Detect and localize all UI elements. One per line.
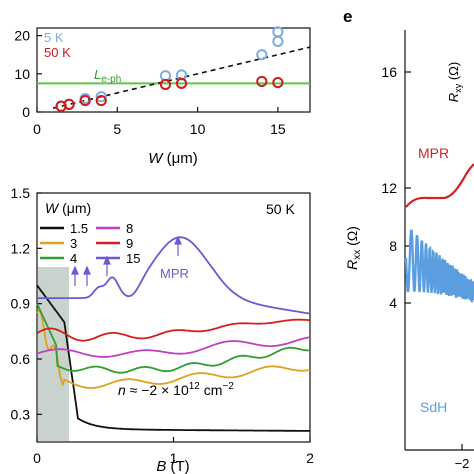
point-5k [256,49,268,61]
legend-50k: 50 K [44,45,71,60]
curve-w-1-5 [36,284,310,432]
curve-w-15 [37,236,311,315]
curves-shaded-region [38,267,69,441]
point-5k [272,35,284,47]
curves-x-label: B (T) [156,458,189,474]
density-annotation: n ≈ −2 × 1012 cm−2 [118,381,234,398]
sdh-curve [404,229,474,303]
panel-scatter: 0 10 20 0 5 10 15 5 K 50 K Le-ph W (μm) [14,26,311,167]
point-50k [175,77,188,89]
scatter-plot-frame [36,27,311,113]
curves-y-tick-label: 0.6 [11,351,31,367]
point-50k [159,78,172,91]
rxx-label: Rxx (Ω) [344,226,363,270]
scatter-y-tick-label: 10 [14,66,30,82]
curves-y-tick-label: 1.2 [11,240,31,256]
legend-label: 15 [126,251,140,266]
mpr-arrows [71,235,182,286]
panel-e-y-tick-label: 4 [389,295,397,311]
scatter-y-tick-label: 20 [14,28,30,44]
panel-label-e: e [343,7,352,26]
point-50k [256,75,268,88]
point-50k [63,98,75,110]
curves-x-tick-label: 0 [33,450,41,466]
panel-e-y-tick-label: 16 [381,64,397,80]
panel-e-x-tick-label: −2 [455,456,470,471]
point-5k [272,26,284,38]
point-50k [79,94,91,107]
mpr-curve [405,163,474,208]
mpr-label: MPR [160,266,189,281]
scatter-x-label: W (μm) [148,150,197,167]
panel-e: e 4 8 12 16 −2 Rxx (Ω) Rxy (Ω) MPR SdH [343,7,474,471]
point-50k [95,94,107,107]
panel-e-y-tick-label: 8 [389,238,397,254]
curve-w-9 [36,318,311,342]
scatter-y-tick-label: 0 [22,104,30,120]
scatter-x-tick-label: 0 [33,121,41,137]
legend-label: 1.5 [70,221,88,236]
rxy-label: Rxy (Ω) [446,62,463,102]
legend-title: W (μm) [45,200,91,216]
legend-label: 9 [126,236,133,251]
legend-label: 8 [126,221,133,236]
sdh-label: SdH [420,399,447,415]
fit-line [52,46,311,109]
leph-label: Le-ph [94,67,121,85]
temperature-label: 50 K [266,201,295,217]
mpr-right-label: MPR [418,145,449,161]
legend-label: 4 [70,251,77,266]
point-5k [95,91,107,103]
legend-label: 3 [70,236,77,251]
curve-w-8 [36,336,311,358]
curves-y-tick-label: 0.9 [11,296,31,312]
curves-x-tick-label: 1 [170,450,178,466]
legend-5k: 5 K [44,30,64,45]
point-50k [272,77,284,89]
scatter-x-tick-label: 10 [190,121,206,137]
curves-y-tick-label: 0.3 [11,406,31,422]
curve-w-3 [36,309,311,389]
scatter-x-tick-label: 15 [270,121,286,137]
curves-y-tick-label: 1.5 [11,185,31,201]
panel-e-y-tick-label: 12 [381,180,397,196]
curve-w-4 [36,303,311,374]
scatter-x-tick-label: 5 [113,121,121,137]
curves-x-tick-label: 2 [306,450,314,466]
